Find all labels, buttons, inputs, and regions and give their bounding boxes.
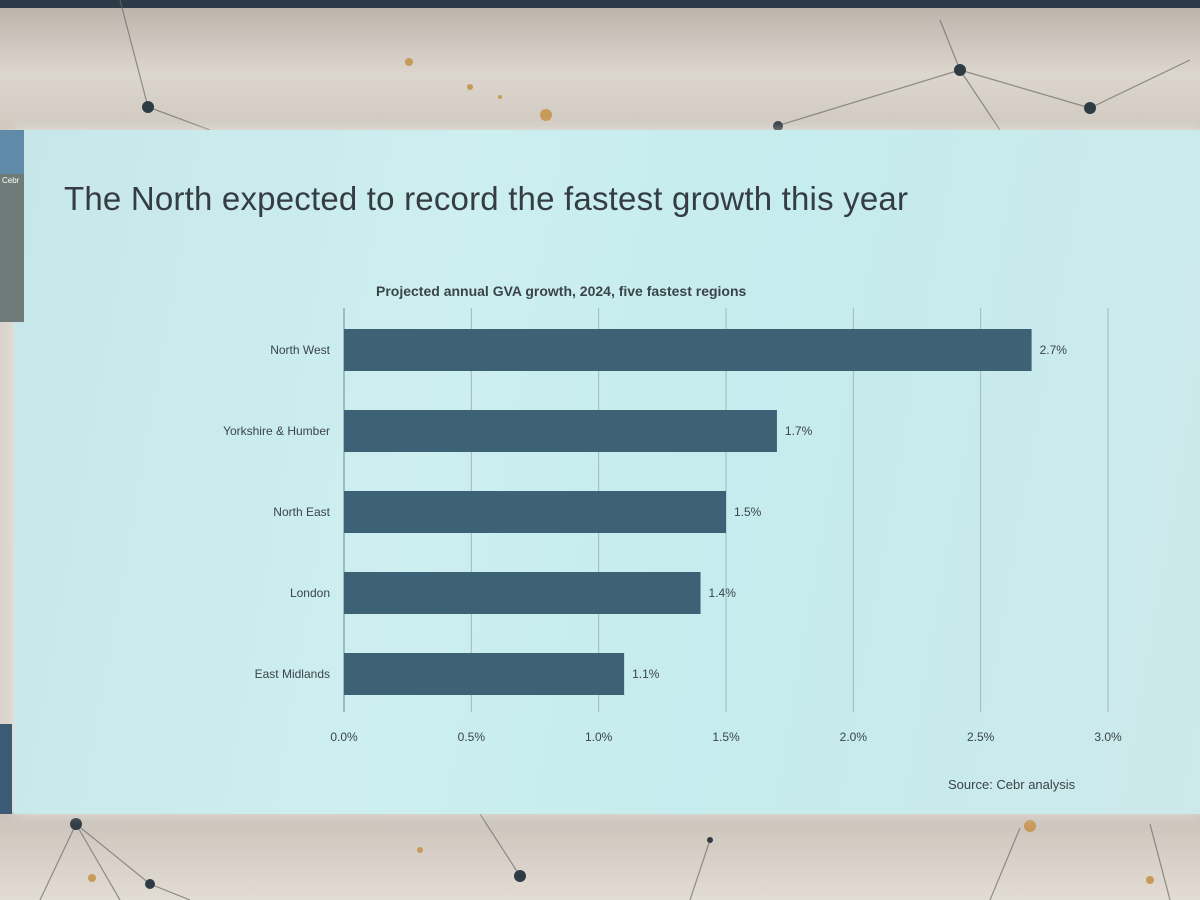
category-label: London: [290, 586, 330, 600]
side-panel-header: [0, 130, 24, 174]
wall-background-top: [0, 0, 1200, 135]
x-tick-label: 0.5%: [458, 730, 486, 744]
x-tick-label: 1.0%: [585, 730, 613, 744]
category-label: Yorkshire & Humber: [223, 424, 330, 438]
x-tick-label: 3.0%: [1094, 730, 1122, 744]
bar: [344, 572, 701, 614]
ceiling-strip: [0, 0, 1200, 8]
bar: [344, 491, 726, 533]
projection-screen: [14, 130, 1200, 814]
x-tick-label: 1.5%: [712, 730, 740, 744]
slide-title: The North expected to record the fastest…: [64, 180, 909, 217]
x-tick-label: 2.5%: [967, 730, 995, 744]
side-panel-label: Cebr: [2, 176, 20, 185]
data-label: 1.1%: [632, 667, 660, 681]
bar: [344, 653, 625, 695]
side-panel-bottom: [0, 724, 12, 814]
category-label: North West: [270, 343, 330, 357]
source-note: Source: Cebr analysis: [948, 777, 1076, 792]
category-label: East Midlands: [255, 667, 330, 681]
category-label: North East: [273, 505, 330, 519]
x-tick-label: 0.0%: [330, 730, 358, 744]
bar: [344, 329, 1032, 371]
bar: [344, 410, 777, 452]
chart-title: Projected annual GVA growth, 2024, five …: [376, 283, 747, 299]
x-tick-label: 2.0%: [840, 730, 868, 744]
data-label: 1.7%: [785, 424, 813, 438]
data-label: 2.7%: [1040, 343, 1068, 357]
wall-background-bottom: [0, 812, 1200, 900]
data-label: 1.5%: [734, 505, 762, 519]
data-label: 1.4%: [709, 586, 737, 600]
